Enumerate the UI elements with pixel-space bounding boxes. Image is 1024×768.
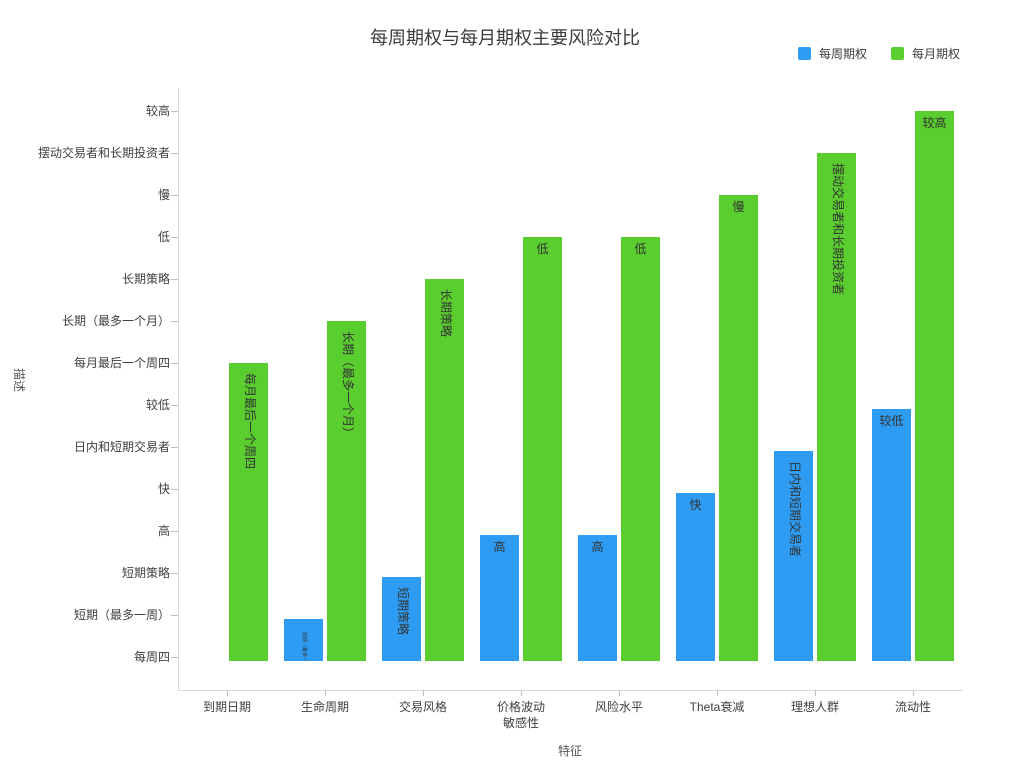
- bar-value-label: 低: [634, 242, 647, 256]
- chart-title: 每周期权与每月期权主要风险对比: [370, 28, 640, 48]
- y-tick-label: 高: [157, 524, 170, 538]
- x-tick-mark: [325, 690, 326, 696]
- bar-每周期权-3[interactable]: 高: [480, 535, 519, 661]
- bar-value-label: 快: [689, 498, 702, 512]
- bar-value-label: 慢: [732, 200, 745, 214]
- x-tick-label: 流动性: [894, 700, 931, 714]
- bar-value-label: 高: [591, 540, 604, 554]
- y-tick-mark: [171, 447, 178, 448]
- y-tick-label: 长期（最多一个月）: [61, 314, 170, 328]
- bar-每月期权-7[interactable]: 较高: [915, 111, 954, 661]
- legend-label-weekly: 每周期权: [818, 47, 867, 61]
- y-tick-mark: [171, 237, 178, 238]
- y-tick-label: 较低: [145, 398, 170, 412]
- y-tick-mark: [171, 531, 178, 532]
- legend-swatch-monthly-icon: [890, 47, 904, 60]
- y-tick-mark: [171, 573, 178, 574]
- x-tick-mark: [913, 690, 914, 696]
- x-tick-label: 到期日期: [202, 700, 251, 714]
- legend-item-monthly[interactable]: 每月期权: [890, 45, 960, 62]
- x-axis-line: [178, 690, 963, 691]
- legend: 每周期权 每月期权: [797, 45, 960, 62]
- bar-每月期权-0[interactable]: 每月最后一个周四: [229, 363, 268, 661]
- y-tick-mark: [171, 489, 178, 490]
- x-tick-label: Theta衰减: [689, 700, 745, 714]
- bar-每周期权-5[interactable]: 快: [676, 493, 715, 661]
- x-axis-title: 特征: [557, 744, 582, 758]
- y-tick-label: 短期策略: [121, 566, 170, 580]
- y-tick-label: 短期（最多一周）: [73, 608, 170, 622]
- y-tick-label: 慢: [157, 188, 170, 202]
- bar-value-label: 较高: [922, 116, 947, 130]
- y-tick-label: 低: [157, 230, 170, 244]
- y-tick-label: 较高: [145, 104, 170, 118]
- y-tick-mark: [171, 111, 178, 112]
- x-tick-label: 交易风格: [398, 700, 447, 714]
- x-tick-label: 风险水平: [594, 700, 643, 714]
- x-tick-mark: [521, 690, 522, 696]
- y-tick-mark: [171, 405, 178, 406]
- y-tick-label: 每月最后一个周四: [73, 356, 170, 370]
- y-tick-label: 长期策略: [121, 272, 170, 286]
- bar-每周期权-1[interactable]: 短期（最多一周）: [284, 619, 323, 661]
- x-tick-mark: [619, 690, 620, 696]
- bar-value-label: 较低: [879, 414, 904, 428]
- y-tick-label: 摆动交易者和长期投资者: [37, 146, 170, 160]
- y-tick-mark: [171, 657, 178, 658]
- bar-每月期权-5[interactable]: 慢: [719, 195, 758, 661]
- bar-每月期权-6[interactable]: 摆动交易者和长期投资者: [817, 153, 856, 661]
- y-tick-mark: [171, 195, 178, 196]
- bar-每周期权-6[interactable]: 日内和短期交易者: [774, 451, 813, 661]
- legend-swatch-weekly-icon: [797, 47, 811, 60]
- x-tick-mark: [227, 690, 228, 696]
- y-tick-mark: [171, 153, 178, 154]
- bar-每月期权-3[interactable]: 低: [523, 237, 562, 661]
- bar-每周期权-2[interactable]: 短期策略: [382, 577, 421, 661]
- bar-value-label: 低: [536, 242, 549, 256]
- x-tick-mark: [815, 690, 816, 696]
- bar-每周期权-7[interactable]: 较低: [872, 409, 911, 661]
- y-tick-mark: [171, 321, 178, 322]
- x-tick-label: 理想人群: [790, 700, 839, 714]
- x-tick-label: 价格波动 敏感性: [496, 700, 545, 730]
- y-tick-mark: [171, 279, 178, 280]
- y-tick-label: 每周四: [133, 650, 170, 664]
- legend-label-monthly: 每月期权: [911, 47, 960, 61]
- y-tick-label: 快: [157, 482, 170, 496]
- bar-每周期权-4[interactable]: 高: [578, 535, 617, 661]
- bar-每月期权-1[interactable]: 长期（最多一个月）: [327, 321, 366, 661]
- bar-value-label: 高: [493, 540, 506, 554]
- y-tick-mark: [171, 363, 178, 364]
- x-tick-mark: [717, 690, 718, 696]
- legend-item-weekly[interactable]: 每周期权: [797, 45, 867, 62]
- y-tick-label: 日内和短期交易者: [73, 440, 170, 454]
- y-tick-mark: [171, 615, 178, 616]
- x-tick-mark: [423, 690, 424, 696]
- bar-每月期权-4[interactable]: 低: [621, 237, 660, 661]
- bar-每月期权-2[interactable]: 长期策略: [425, 279, 464, 661]
- y-axis-line: [178, 88, 179, 690]
- x-tick-label: 生命周期: [300, 700, 349, 714]
